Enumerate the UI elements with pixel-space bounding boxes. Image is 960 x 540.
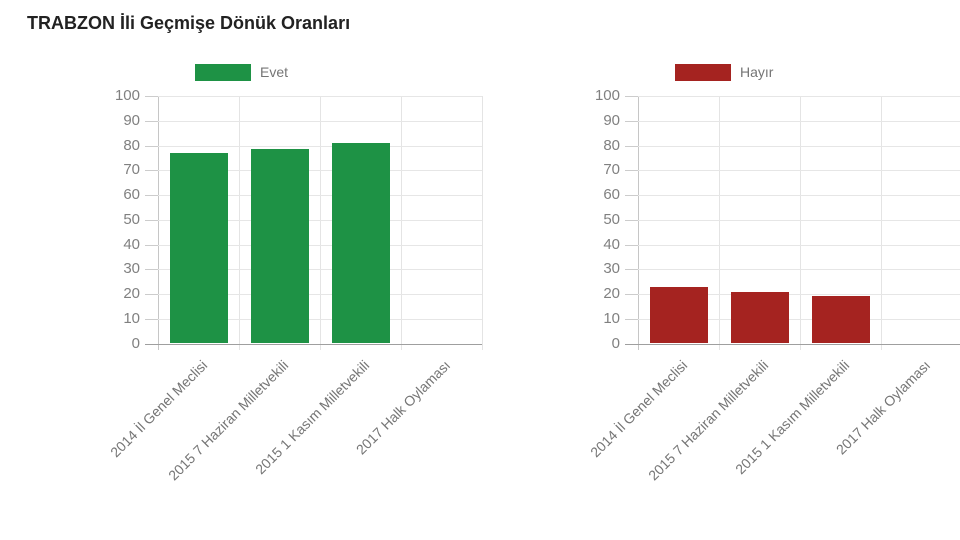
horizontal-gridline [638,269,960,271]
horizontal-gridline [158,294,482,295]
horizontal-gridline [158,120,482,122]
y-axis-tick [625,244,638,246]
bar-evet-2[interactable] [331,143,390,344]
y-axis-label: 100 [594,87,620,104]
y-axis-tick [625,120,638,122]
horizontal-gridline [158,145,482,147]
vertical-gridline [482,96,483,350]
horizontal-gridline [638,120,960,122]
horizontal-gridline [638,96,960,97]
y-axis-tick [625,318,638,320]
bar-hayir-2[interactable] [811,295,870,344]
horizontal-gridline [638,145,960,147]
horizontal-gridline [158,244,482,246]
y-axis-tick [145,219,158,221]
y-axis-label: 50 [123,210,140,228]
vertical-gridline [719,96,720,350]
legend-label-hayir: Hayır [740,64,774,80]
y-axis-label: 50 [603,210,620,228]
page-title: TRABZON İli Geçmişe Dönük Oranları [27,13,351,33]
y-axis-label: 60 [603,186,620,203]
y-axis-label: 100 [114,87,140,104]
legend-swatch-evet [195,64,251,81]
y-axis-tick [625,170,638,172]
y-axis-label: 20 [123,285,140,302]
vertical-gridline [800,96,801,350]
horizontal-gridline [638,195,960,196]
y-axis-label: 30 [603,260,620,278]
y-axis-tick [145,120,158,122]
y-axis-tick [145,170,158,172]
horizontal-gridline [158,170,482,172]
y-axis-line [158,96,159,350]
horizontal-gridline [158,96,482,97]
y-axis-label: 40 [123,235,140,253]
y-axis-label: 10 [123,309,140,327]
horizontal-gridline [638,294,960,295]
y-axis-label: 30 [123,260,140,278]
x-axis-line [625,343,960,345]
bar-hayir-0[interactable] [649,286,708,344]
horizontal-gridline [158,195,482,196]
y-axis-tick [625,145,638,147]
y-axis-tick [625,269,638,271]
horizontal-gridline [158,269,482,271]
y-axis-tick [145,195,158,196]
legend-label-evet: Evet [260,64,289,80]
y-axis-tick [145,294,158,295]
y-axis-label: 70 [603,161,620,179]
y-axis-label: 90 [603,111,620,129]
y-axis-tick [145,96,158,97]
y-axis-tick [145,269,158,271]
y-axis-label: 0 [611,334,620,352]
chart-hayir: Hayır 0 10 20 30 40 50 60 70 80 90 100 2014 İl Gene… [580,55,960,505]
y-axis-tick [625,96,638,97]
y-axis-tick [145,244,158,246]
y-axis-label: 80 [123,136,140,154]
vertical-gridline [881,96,882,350]
y-axis-tick [625,219,638,221]
horizontal-gridline [638,318,960,320]
horizontal-gridline [638,244,960,246]
y-axis-label: 90 [123,111,140,129]
bar-evet-1[interactable] [250,148,309,344]
horizontal-gridline [158,219,482,221]
y-axis-tick [145,145,158,147]
y-axis-label: 80 [603,136,620,154]
y-axis-label: 70 [123,161,140,179]
bar-hayir-1[interactable] [730,291,789,344]
y-axis-tick [625,294,638,295]
horizontal-gridline [638,219,960,221]
y-axis-tick [625,195,638,196]
y-axis-line [638,96,639,350]
vertical-gridline [239,96,240,350]
legend-swatch-hayir [675,64,731,81]
y-axis-label: 10 [603,309,620,327]
vertical-gridline [320,96,321,350]
y-axis-label: 0 [131,334,140,352]
vertical-gridline [401,96,402,350]
y-axis-tick [145,318,158,320]
bar-evet-0[interactable] [169,152,228,344]
horizontal-gridline [638,170,960,172]
y-axis-label: 60 [123,186,140,203]
y-axis-label: 20 [603,285,620,302]
chart-evet: Evet 0 10 20 30 40 50 60 70 80 90 100 2014 İl Genel… [100,55,485,505]
x-axis-line [145,343,482,345]
y-axis-label: 40 [603,235,620,253]
horizontal-gridline [158,318,482,320]
